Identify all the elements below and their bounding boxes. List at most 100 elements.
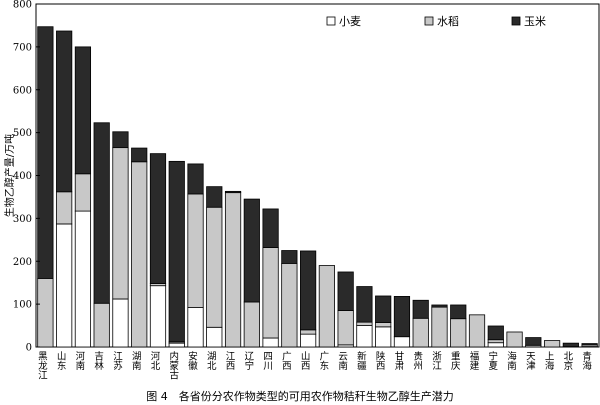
x-tick-label: 重庆	[449, 350, 461, 371]
x-tick-label: 北京	[561, 351, 573, 371]
y-tick-label: 400	[13, 171, 32, 182]
bar-segment	[206, 206, 223, 328]
bar-segment	[487, 342, 504, 348]
bar-segment	[375, 326, 392, 348]
bar-segment	[562, 342, 579, 347]
y-axis-label: 生物乙醇产量/万吨	[3, 134, 16, 217]
x-tick-label: 山东	[55, 351, 67, 370]
bar-segment	[281, 262, 298, 348]
bar-segment	[93, 302, 110, 348]
bar-segment	[56, 30, 73, 193]
legend-label: 小麦	[339, 15, 361, 28]
figure-caption: 图 4 各省份分农作物类型的可用农作物秸秆生物乙醇生产潜力	[146, 390, 454, 403]
bar-segment	[393, 336, 411, 348]
x-tick-label: 上海	[543, 351, 555, 371]
bar-segment	[525, 337, 542, 346]
x-tick-label: 河北	[148, 350, 160, 371]
bar-segment	[131, 147, 148, 163]
x-tick-label: 吉林	[92, 351, 104, 371]
x-tick-label: 福建	[468, 350, 480, 371]
bar-segment	[112, 298, 129, 348]
bar-segment	[412, 299, 429, 319]
x-tick-label: 辽宁	[242, 350, 254, 370]
bar-segment	[56, 223, 73, 348]
y-tick-label: 300	[13, 214, 32, 225]
x-tick-label: 新疆	[355, 350, 367, 371]
bar-segment	[412, 317, 429, 348]
bar-segment	[262, 247, 279, 339]
bar-segment	[300, 333, 317, 348]
bar-segment	[356, 286, 373, 323]
y-tick-label: 100	[13, 300, 32, 311]
bar-segment	[131, 161, 148, 348]
legend-label: 玉米	[524, 15, 546, 28]
bar-segment	[375, 322, 392, 328]
x-tick-label: 内蒙古	[167, 350, 179, 380]
bar-segment	[93, 122, 110, 304]
bar-segment	[187, 163, 204, 195]
x-tick-label: 贵州	[411, 350, 423, 370]
bar-segment	[450, 318, 467, 348]
bar-segment	[543, 340, 561, 348]
bar-segment	[356, 321, 373, 326]
x-tick-label: 山西	[299, 351, 311, 371]
x-tick-label: 云南	[336, 351, 348, 370]
bar-segment	[300, 250, 317, 331]
x-tick-label: 天津	[524, 351, 536, 371]
x-tick-label: 黑龙江	[36, 351, 48, 380]
legend-swatch	[424, 16, 434, 26]
bar-segment	[56, 191, 73, 225]
bar-segment	[281, 250, 298, 264]
x-tick-label: 江苏	[111, 351, 123, 371]
legend-swatch	[326, 16, 336, 26]
x-tick-label: 广西	[280, 350, 292, 371]
y-tick-label: 0	[26, 343, 32, 354]
x-tick-label: 宁夏	[486, 350, 498, 370]
bar-segment	[262, 337, 279, 348]
bar-segment	[187, 193, 204, 308]
bar-segment	[168, 160, 185, 343]
x-tick-label: 甘肃	[392, 350, 404, 371]
bar-segment	[37, 277, 54, 348]
x-tick-label: 湖南	[130, 351, 142, 370]
x-tick-label: 广东	[317, 350, 329, 370]
bar-segment	[224, 192, 242, 348]
bar-segment	[337, 310, 354, 346]
bar-segment	[112, 131, 129, 149]
bar-segment	[487, 325, 504, 341]
x-tick-label: 青海	[580, 350, 592, 371]
bar-segment	[224, 190, 242, 194]
bar-segment	[243, 198, 260, 303]
bar-segment	[300, 329, 317, 335]
bar-segment	[168, 342, 185, 348]
bar-segment	[487, 339, 504, 344]
bar-segment	[74, 46, 92, 175]
bar-segment	[375, 295, 392, 323]
legend-swatch	[511, 16, 521, 26]
bar-segment	[149, 285, 167, 348]
bar-segment	[468, 314, 486, 348]
y-tick-label: 800	[13, 0, 32, 11]
x-tick-label: 河南	[73, 350, 85, 370]
x-tick-label: 陕西	[374, 350, 386, 371]
bar-segment	[506, 331, 523, 348]
bar-segment	[112, 147, 129, 300]
bar-segment	[206, 186, 223, 208]
x-tick-label: 湖北	[205, 351, 217, 371]
x-tick-label: 浙江	[430, 350, 442, 371]
x-tick-label: 海南	[505, 350, 517, 370]
bar-segment	[450, 304, 467, 320]
bar-segment	[149, 153, 167, 284]
bar-segment	[581, 343, 598, 346]
bar-segment	[431, 304, 448, 308]
bar-segment	[393, 296, 411, 338]
bar-segment	[206, 326, 223, 348]
legend-label: 水稻	[437, 15, 459, 28]
y-tick-label: 600	[13, 85, 32, 96]
y-tick-label: 200	[13, 257, 32, 268]
bar-segment	[337, 271, 354, 311]
bar-segment	[431, 306, 448, 348]
bar-segment	[243, 301, 260, 348]
bar-segment	[318, 265, 335, 348]
